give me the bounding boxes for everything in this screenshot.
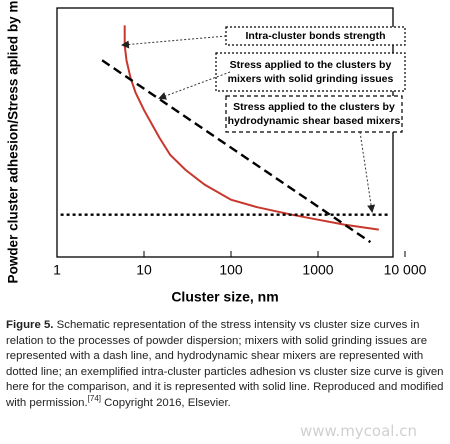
annotation-arrow (158, 71, 231, 100)
annotation-arrow (359, 131, 376, 213)
annotation-text: Intra-cluster bonds strength (245, 30, 385, 42)
annotation-box (225, 95, 403, 133)
caption-label: Figure 5. (6, 319, 54, 331)
x-tick-label: 100 (219, 262, 243, 278)
annotation-text: mixers with solid grinding issues (228, 73, 394, 85)
caption: Figure 5. Schematic representation of th… (6, 318, 444, 412)
chart: Powder cluster adhesion/Stress aplied by… (6, 0, 427, 305)
annotation-text: hydrodynamic shear based mixers (228, 115, 401, 127)
annotation-box (215, 52, 406, 92)
annotation-text: Stress applied to the clusters by (230, 59, 392, 71)
series-line (101, 59, 372, 244)
x-tick-label: 1000 (302, 262, 333, 278)
x-tick-label: 1 (53, 262, 61, 278)
x-axis-label: Cluster size, nm (171, 289, 278, 305)
watermark: www.mycoal.cn (300, 422, 417, 440)
caption-text: Schematic representation of the stress i… (6, 319, 444, 409)
caption-ref: [74] (87, 394, 102, 404)
y-axis-label: Powder cluster adhesion/Stress aplied by… (6, 0, 21, 283)
caption-tail: Copyright 2016, Elsevier. (101, 396, 231, 409)
x-tick-label: 10 (136, 262, 152, 278)
x-tick-label: 10 000 (384, 262, 427, 278)
plot-frame (56, 7, 394, 258)
annotation-arrow (121, 35, 227, 49)
series-line (123, 25, 379, 231)
annotation-text: Stress applied to the clusters by (233, 101, 395, 113)
